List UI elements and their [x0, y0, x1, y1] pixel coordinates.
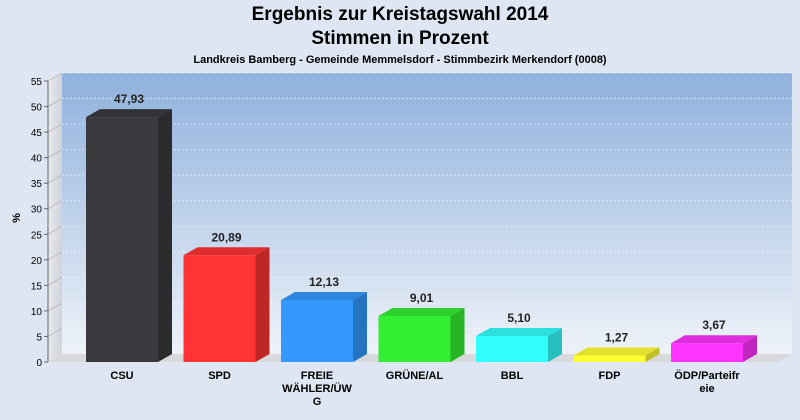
chart-title-line2: Stimmen in Prozent [311, 28, 489, 49]
gridline-side [47, 328, 63, 337]
bar-top [86, 109, 172, 118]
chart-subtitle: Landkreis Bamberg - Gemeinde Memmelsdorf… [193, 54, 607, 66]
bar-top [671, 335, 757, 344]
bar-side [548, 327, 562, 362]
x-axis-labels: CSU SPD FREIE WÄHLER/ÜW G GRÜNE/AL BBL FDP ÖDP/P… [110, 369, 740, 408]
gridline-side [47, 72, 63, 82]
x-tick-label: BBL [501, 370, 524, 382]
bar-side [158, 109, 172, 362]
data-label: 5,10 [507, 311, 531, 325]
bar-front [378, 315, 451, 362]
x-tick-label: CSU [110, 370, 133, 382]
bars: 47,93 20,89 12,13 9,01 5,10 1,27 3,67 [86, 92, 757, 362]
plot-side-wall [48, 73, 62, 362]
y-tick-label: 35 [31, 179, 43, 190]
bar-front [476, 335, 548, 362]
bar-front [281, 300, 353, 362]
data-label: 12,13 [309, 275, 339, 289]
y-axis-label: % [11, 213, 23, 223]
data-label: 3,67 [702, 318, 726, 332]
y-tick-label: 55 [31, 77, 43, 88]
x-tick-label: FREIE WÄHLER/ÜW G [282, 370, 352, 408]
bar-3: 12,13 [281, 275, 367, 362]
gridline-side [47, 123, 63, 133]
data-label: 47,93 [114, 92, 144, 106]
bar-side [255, 247, 270, 362]
data-label: 20,89 [211, 230, 241, 244]
gridline-side [47, 251, 63, 261]
bar-top [573, 347, 660, 356]
x-tick-label: SPD [208, 370, 231, 382]
y-tick-label: 5 [36, 332, 42, 343]
gridline-side [47, 225, 63, 235]
x-tick-label: ÖDP/Parteifr eie [674, 369, 740, 395]
bar-7: 3,67 [671, 318, 757, 362]
y-tick-label: 50 [31, 103, 43, 114]
gridline-side [47, 302, 63, 312]
x-tick-label: GRÜNE/AL [386, 369, 444, 382]
gridline-side [47, 174, 63, 184]
bar-top [476, 327, 562, 336]
bar-6: 1,27 [573, 331, 660, 362]
bar-front [183, 255, 256, 362]
y-axis: 0 5 10 15 20 25 30 35 40 45 50 55 [31, 77, 49, 369]
y-tick-label: 30 [31, 205, 43, 216]
bar-side [645, 347, 660, 362]
y-tick-label: 40 [31, 154, 43, 165]
bar-top [183, 247, 270, 256]
y-tick-label: 25 [31, 230, 43, 241]
y-tick-label: 0 [36, 358, 42, 369]
y-tick-label: 15 [31, 281, 43, 292]
data-label: 9,01 [410, 291, 434, 305]
y-tick-label: 10 [31, 307, 43, 318]
bar-2: 20,89 [183, 230, 270, 362]
bar-1: 47,93 [86, 92, 172, 362]
bar-4: 9,01 [378, 291, 465, 362]
bar-front [86, 117, 158, 362]
bar-side [743, 335, 757, 362]
bar-side [450, 307, 465, 362]
chart-title: Ergebnis zur Kreistagswahl 2014 [251, 4, 549, 25]
y-tick-label: 20 [31, 256, 43, 267]
bar-top [378, 307, 465, 316]
gridline-side [47, 200, 63, 210]
bar-front [671, 343, 743, 362]
data-label: 1,27 [605, 331, 629, 345]
y-tick-label: 45 [31, 128, 43, 139]
bar-top [281, 292, 367, 301]
bar-front [573, 355, 646, 362]
gridline-side [47, 276, 63, 286]
gridline-side [47, 149, 63, 159]
gridline-side [47, 98, 63, 107]
bar-side [353, 292, 367, 362]
x-tick-label: FDP [599, 370, 621, 382]
bar-5: 5,10 [476, 311, 562, 362]
